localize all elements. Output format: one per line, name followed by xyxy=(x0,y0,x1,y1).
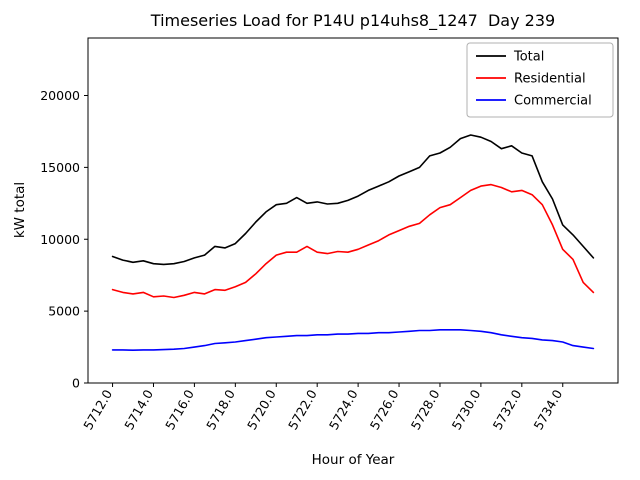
x-tick-label: 5724.0 xyxy=(326,387,361,432)
legend-box xyxy=(466,42,614,118)
y-tick-label: 0 xyxy=(72,376,80,391)
y-tick-label: 15000 xyxy=(40,160,80,175)
x-tick-label: 5712.0 xyxy=(80,387,115,432)
series-line-residential xyxy=(111,183,595,299)
x-tick-label: 5730.0 xyxy=(449,387,484,432)
x-tick-label: 5718.0 xyxy=(203,387,238,432)
x-axis-label: Hour of Year xyxy=(311,452,395,468)
x-tick-label: 5728.0 xyxy=(408,387,443,432)
x-tick-label: 5734.0 xyxy=(530,387,565,432)
chart-title: Timeseries Load for P14U p14uhs8_1247 Da… xyxy=(150,11,556,30)
x-tick-label: 5714.0 xyxy=(121,387,156,432)
series-line-total xyxy=(111,134,595,266)
series-line-commercial xyxy=(111,328,595,352)
y-tick-label: 20000 xyxy=(40,88,80,103)
axes-frame xyxy=(87,37,619,384)
x-tick-label: 5716.0 xyxy=(162,387,197,432)
legend-label: Residential xyxy=(514,72,586,87)
legend-label: Commercial xyxy=(514,94,592,109)
y-tick-label: 10000 xyxy=(40,232,80,247)
x-tick-label: 5732.0 xyxy=(490,387,525,432)
y-tick-label: 5000 xyxy=(48,304,80,319)
x-tick-label: 5720.0 xyxy=(244,387,279,432)
x-tick-label: 5726.0 xyxy=(367,387,402,432)
legend-label: Total xyxy=(513,50,544,65)
x-tick-label: 5722.0 xyxy=(285,387,320,432)
